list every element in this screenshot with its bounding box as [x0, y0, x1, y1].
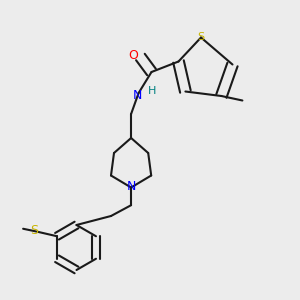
Text: N: N: [132, 89, 142, 102]
Text: O: O: [128, 49, 138, 62]
Text: N: N: [126, 179, 136, 193]
Text: S: S: [31, 224, 38, 237]
Text: H: H: [148, 85, 156, 96]
Text: S: S: [197, 32, 205, 43]
